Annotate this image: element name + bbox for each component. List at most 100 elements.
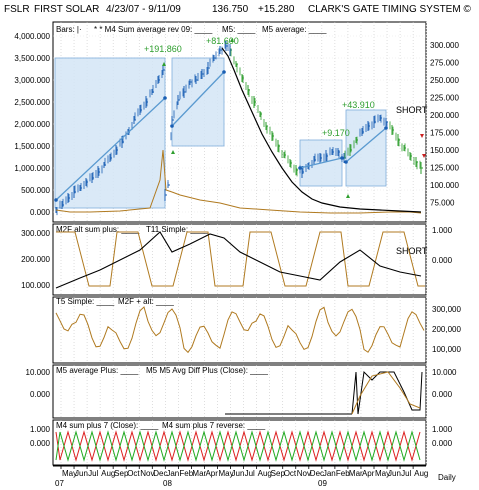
right-axis-tick: 200.000: [430, 111, 459, 120]
gain-annotation: +191.860: [144, 44, 182, 54]
right-axis-tick: 0.000: [432, 256, 453, 265]
left-axis-tick: 1.000: [30, 425, 51, 434]
left-axis-tick: 0.000: [30, 439, 51, 448]
panel-frame-4: [52, 364, 427, 419]
x-axis-month-label: Dec: [153, 469, 167, 478]
trend-node: [340, 156, 344, 160]
trade-box-4: [345, 109, 387, 187]
up-arrow-icon: [346, 194, 350, 198]
x-axis-month-label: Jan: [166, 469, 179, 478]
left-axis-tick: 0.000: [30, 390, 51, 399]
m5-average-line: [221, 47, 422, 213]
trade-box-2: [171, 57, 225, 147]
m4-legend: * * M4 Sum average rev 09: ____: [94, 25, 213, 34]
m4-sum-plus-7-legend: M4 sum plus 7 (Close): ____: [56, 421, 159, 430]
price-change: +15.280: [258, 4, 295, 15]
x-axis-month-label: Sep: [271, 469, 286, 478]
m2f-alt-sum-legend: M2F alt sum plus: ____: [56, 225, 140, 234]
down-arrow-icon: [420, 134, 424, 138]
left-axis-tick: 3,000.000: [14, 76, 50, 85]
system-title: CLARK'S GATE TIMING SYSTEM ©: [308, 4, 471, 15]
right-axis-tick: 1.000: [432, 425, 453, 434]
gain-annotation: +9.170: [322, 128, 350, 138]
left-axis-tick: 2,500.000: [14, 98, 50, 107]
right-axis-tick: 150.000: [430, 146, 459, 155]
trend-node: [298, 166, 302, 170]
t5-simple-line: [55, 306, 425, 354]
left-axis-tick: 500.000: [21, 186, 50, 195]
m5-legend: M5: ____: [222, 25, 256, 34]
x-axis-month-label: Jul: [245, 469, 255, 478]
t11-simple-legend: T11 Simple: ____: [146, 225, 209, 234]
x-axis-month-label: May: [219, 469, 234, 478]
right-axis-tick: 1.000: [432, 226, 453, 235]
m5-average-plus-legend: M5 average Plus: ____: [56, 366, 139, 375]
x-axis-month-label: Sep: [114, 469, 129, 478]
panel-frame-5: [52, 419, 427, 466]
x-axis-month-label: Apr: [362, 469, 375, 478]
short-signal-label: SHORT: [396, 105, 428, 115]
right-axis-tick: 300.000: [430, 41, 459, 50]
left-axis-tick: 300.000: [21, 229, 50, 238]
right-axis-tick: 100.000: [430, 181, 459, 190]
right-axis-tick: 0.000: [432, 390, 453, 399]
x-axis-month-label: Jul: [88, 469, 98, 478]
x-axis-month-label: Nov: [140, 469, 154, 478]
t5-simple-legend: T5 Simple: ____: [56, 297, 115, 306]
m4-trend-line-3: [299, 157, 343, 169]
period-label: Daily: [438, 473, 456, 482]
m2f-alt-sum-line: [55, 231, 422, 289]
x-axis-month-label: Feb: [336, 469, 350, 478]
trend-node: [344, 160, 348, 164]
trend-node: [222, 70, 226, 74]
m4-sum-plus-7-line: [55, 430, 421, 462]
m4-sum-plus-7-reverse-legend: M4 sum plus 7 reverse: ____: [162, 421, 266, 430]
panel-frame-2: [52, 223, 427, 296]
right-axis-tick: 0.000: [432, 439, 453, 448]
right-axis-tick: 225.000: [430, 94, 459, 103]
up-arrow-icon: [162, 62, 166, 66]
m4-trend-line-1: [55, 97, 166, 201]
x-axis-month-label: Aug: [258, 469, 272, 478]
x-axis-month-label: Jul: [401, 469, 411, 478]
m5-diff-line: [351, 370, 423, 415]
left-axis-tick: 3,500.000: [14, 54, 50, 63]
right-axis-tick: 200,000: [432, 325, 461, 334]
x-axis-year-label: 08: [163, 479, 172, 488]
trend-node: [163, 96, 167, 100]
gain-annotation: +43.910: [342, 100, 375, 110]
trend-node: [54, 198, 58, 202]
m5-average-legend: M5 average: ____: [262, 25, 327, 34]
company-name: FIRST SOLAR: [34, 4, 100, 15]
right-axis-tick: 275.000: [430, 59, 459, 68]
x-axis-month-label: Oct: [284, 469, 297, 478]
x-axis-year-label: 07: [55, 479, 64, 488]
x-axis-month-label: Jun: [388, 469, 401, 478]
x-axis-month-label: Jan: [323, 469, 336, 478]
x-axis-month-label: Dec: [310, 469, 324, 478]
m5-line: [55, 149, 422, 214]
trend-node: [384, 126, 388, 130]
date-range: 4/23/07 - 9/11/09: [106, 4, 181, 15]
up-arrow-icon: [171, 150, 175, 154]
m4-sum-plus-7-reverse-line: [55, 430, 421, 462]
x-axis-month-label: Aug: [101, 469, 115, 478]
bars-legend: Bars: |·: [56, 25, 82, 34]
x-axis-month-label: Nov: [297, 469, 311, 478]
m4-trend-line-4: [345, 127, 387, 163]
left-axis-tick: 1,000.000: [14, 164, 50, 173]
right-axis-tick: 175.000: [430, 129, 459, 138]
x-axis-month-label: Aug: [414, 469, 428, 478]
m5-average-plus-line: [351, 371, 421, 415]
left-axis-tick: 2,000.000: [14, 120, 50, 129]
x-axis-month-label: Mar: [349, 469, 363, 478]
left-axis-tick: 10.000: [26, 368, 51, 377]
x-axis-month-label: May: [375, 469, 390, 478]
last-price: 136.750: [212, 4, 249, 15]
gain-annotation: +81.600: [206, 36, 239, 46]
right-axis-tick: 300,000: [432, 305, 461, 314]
m2f-plus-alt-legend: M2F + alt: ____: [118, 297, 174, 306]
short-signal-label-2: SHORT: [396, 246, 428, 256]
